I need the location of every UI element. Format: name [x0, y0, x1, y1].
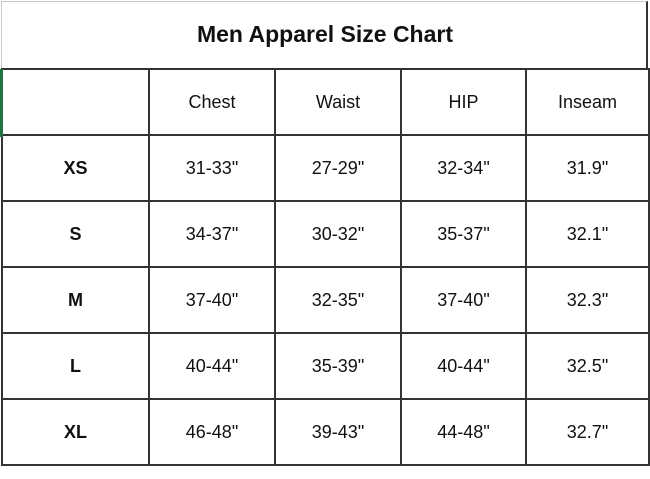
hip-value: 37-40": [400, 266, 527, 334]
size-label: M: [1, 266, 150, 334]
table-row: XS 31-33" 27-29" 32-34" 31.9": [1, 134, 650, 202]
size-label: XS: [1, 134, 150, 202]
inseam-value: 31.9": [525, 134, 650, 202]
hip-value: 44-48": [400, 398, 527, 466]
header-inseam: Inseam: [525, 68, 650, 136]
hip-value: 40-44": [400, 332, 527, 400]
waist-value: 30-32": [274, 200, 402, 268]
size-label: L: [1, 332, 150, 400]
waist-value: 39-43": [274, 398, 402, 466]
chest-value: 40-44": [148, 332, 276, 400]
size-label: XL: [1, 398, 150, 466]
header-hip: HIP: [400, 68, 527, 136]
size-chart-table: Chest Waist HIP Inseam XS 31-33" 27-29" …: [1, 68, 650, 466]
header-waist: Waist: [274, 68, 402, 136]
table-row: M 37-40" 32-35" 37-40" 32.3": [1, 266, 650, 334]
table-row: L 40-44" 35-39" 40-44" 32.5": [1, 332, 650, 400]
chest-value: 46-48": [148, 398, 276, 466]
title-cell-border: [1, 1, 648, 69]
inseam-value: 32.1": [525, 200, 650, 268]
waist-value: 32-35": [274, 266, 402, 334]
header-row: Chest Waist HIP Inseam: [1, 68, 650, 136]
chest-value: 31-33": [148, 134, 276, 202]
hip-value: 32-34": [400, 134, 527, 202]
inseam-value: 32.3": [525, 266, 650, 334]
hip-value: 35-37": [400, 200, 527, 268]
header-chest: Chest: [148, 68, 276, 136]
inseam-value: 32.7": [525, 398, 650, 466]
waist-value: 35-39": [274, 332, 402, 400]
row-selection-marker: [0, 69, 3, 137]
inseam-value: 32.5": [525, 332, 650, 400]
table-row: XL 46-48" 39-43" 44-48" 32.7": [1, 398, 650, 466]
table-title: Men Apparel Size Chart: [196, 21, 454, 47]
chest-value: 34-37": [148, 200, 276, 268]
header-cell-empty: [1, 68, 150, 136]
size-label: S: [1, 200, 150, 268]
table-row: S 34-37" 30-32" 35-37" 32.1": [1, 200, 650, 268]
waist-value: 27-29": [274, 134, 402, 202]
chest-value: 37-40": [148, 266, 276, 334]
